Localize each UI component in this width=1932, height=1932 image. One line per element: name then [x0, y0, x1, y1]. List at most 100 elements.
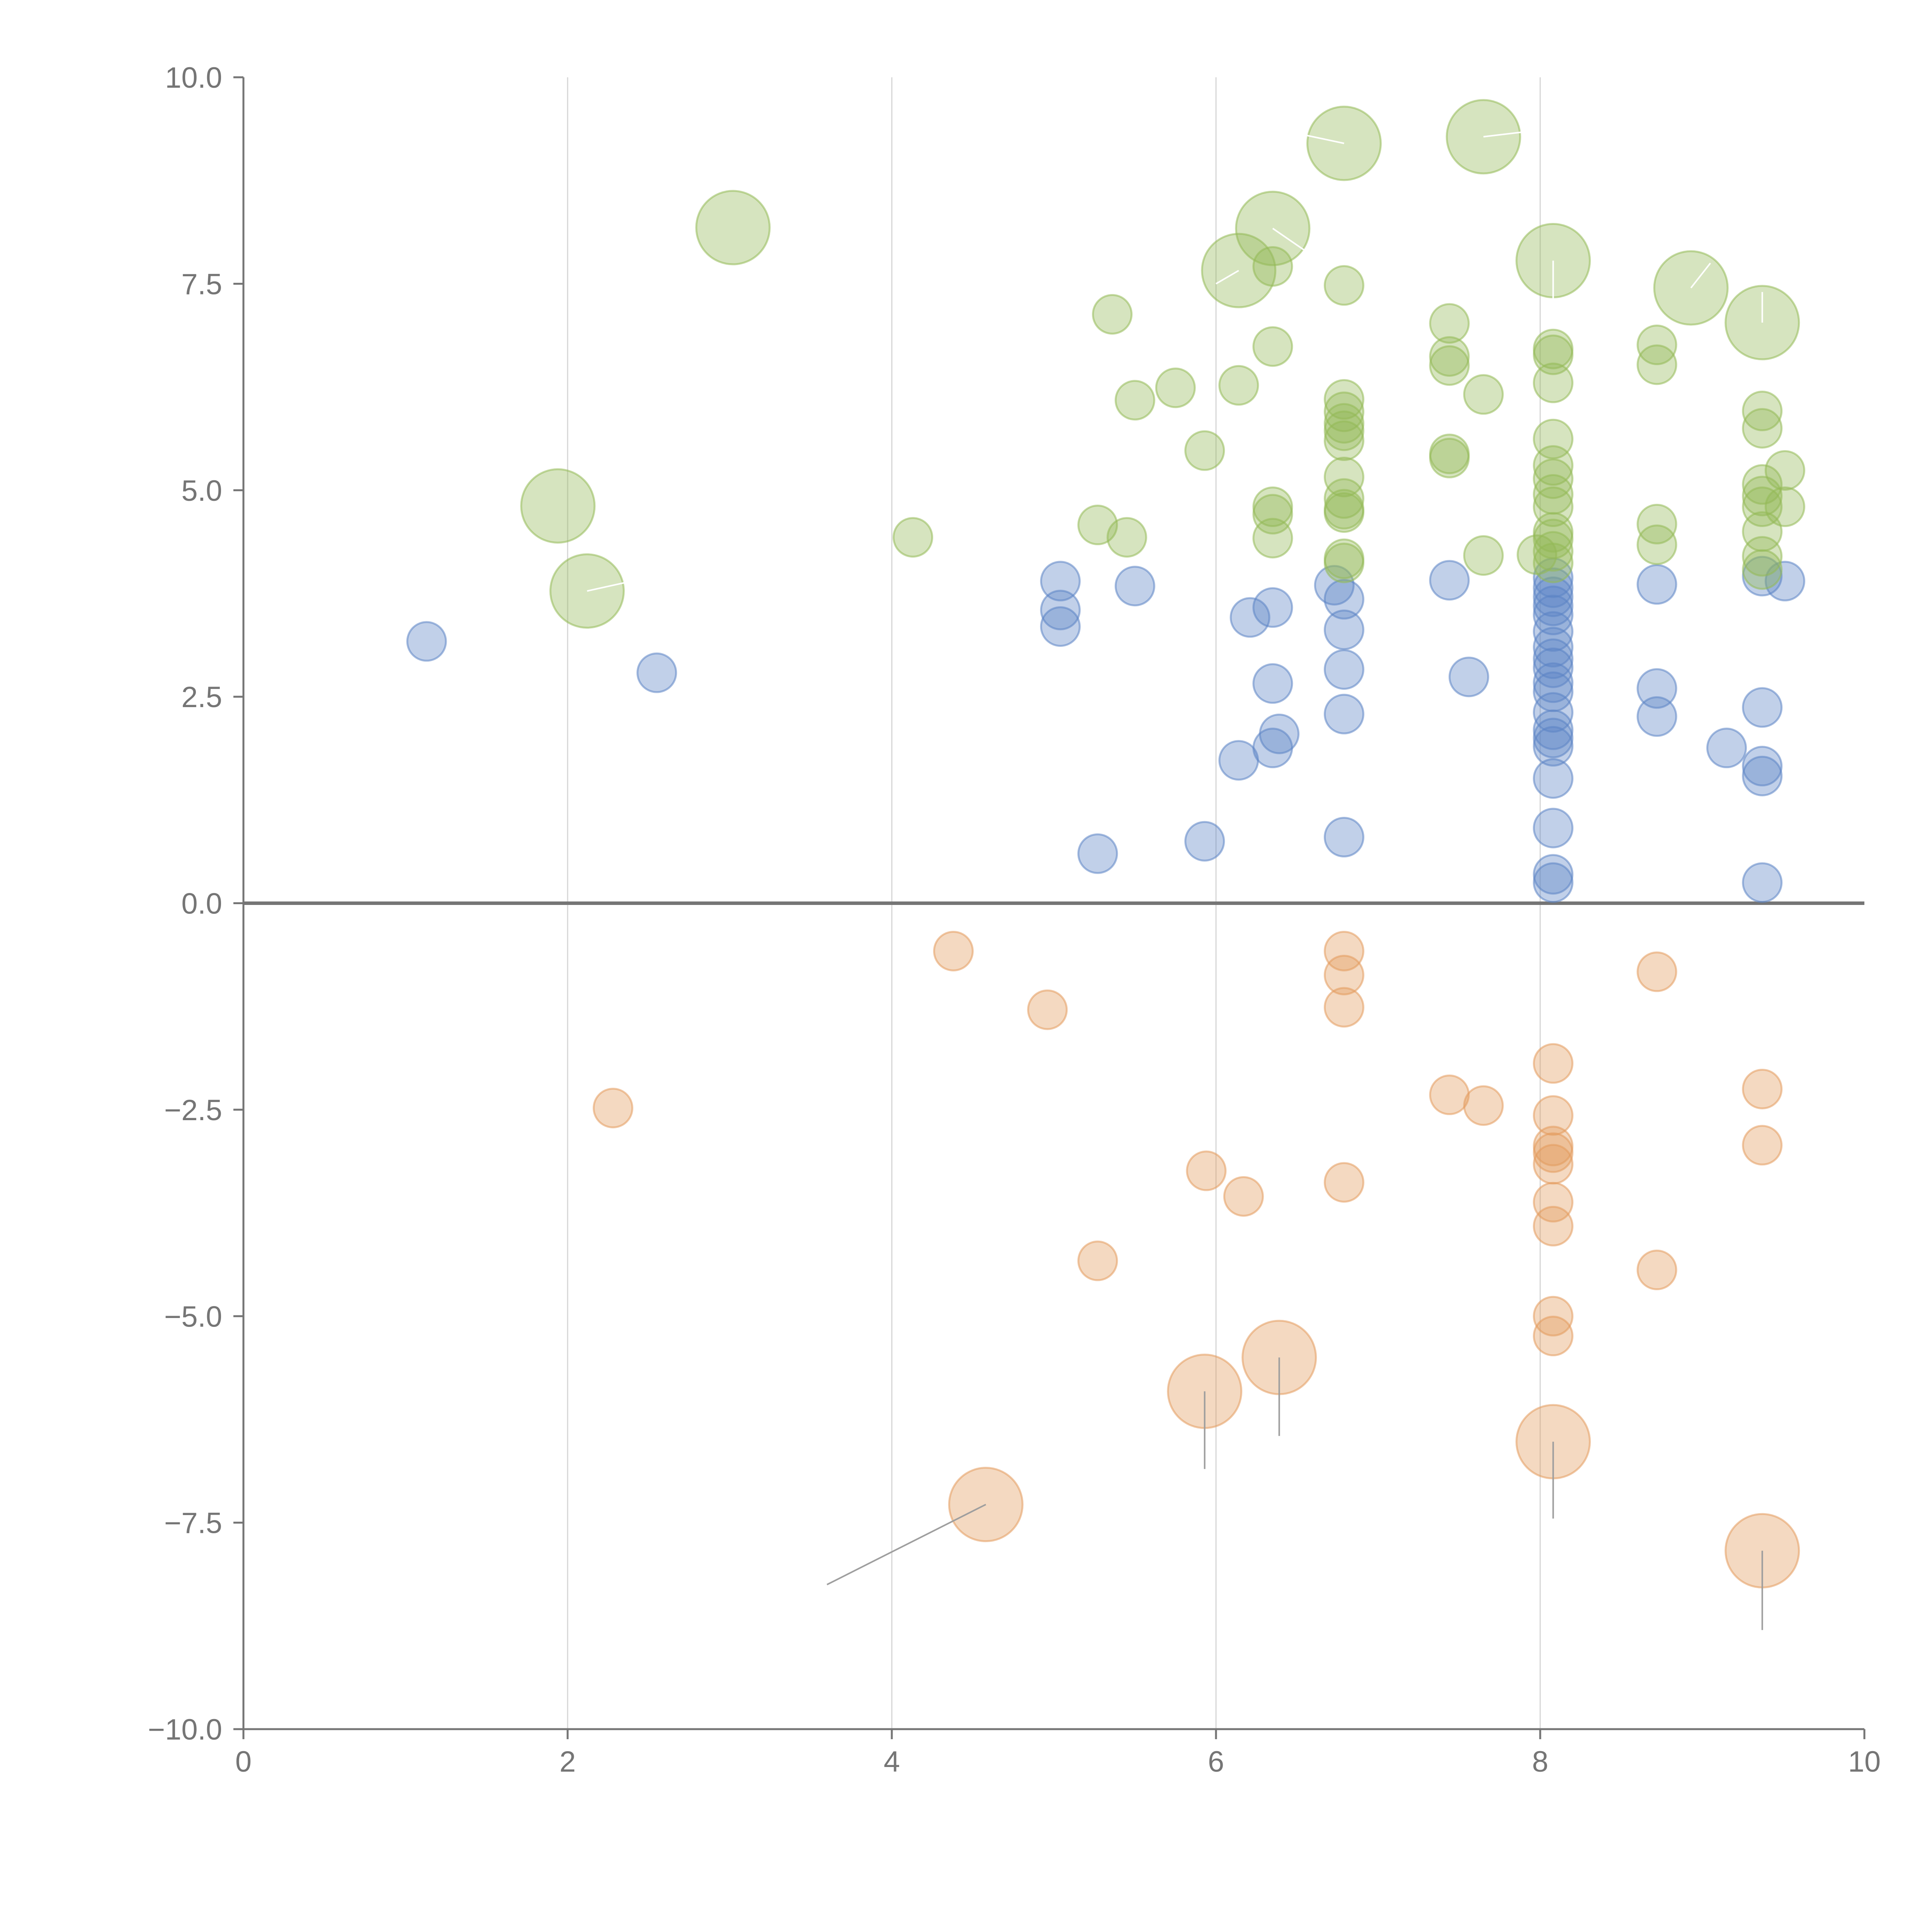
blue-data-point [1230, 597, 1270, 638]
orange-data-point [1533, 1144, 1574, 1185]
orange-data-point [1533, 1182, 1574, 1223]
blue-data-point [1533, 627, 1574, 668]
green-data-point [893, 517, 934, 558]
orange-data-point [1533, 1206, 1574, 1247]
blue-data-point [1742, 687, 1783, 728]
blue-data-point [1706, 728, 1747, 769]
green-data-point [1533, 543, 1574, 583]
blue-data-point [1742, 755, 1783, 796]
annotation-leader-line [587, 582, 625, 592]
green-data-point [1636, 344, 1677, 385]
blue-data-point [1533, 709, 1574, 750]
green-data-point [1533, 519, 1574, 560]
green-data-point [1323, 478, 1364, 519]
y-tick-label: −7.5 [164, 1507, 222, 1540]
orange-data-point [1323, 1162, 1364, 1203]
green-data-point [1742, 536, 1783, 577]
green-data-point [1429, 336, 1470, 377]
blue-data-point [1636, 696, 1677, 737]
annotation-leader-line [827, 1503, 986, 1585]
green-data-point [1636, 503, 1677, 544]
green-data-point [1092, 294, 1133, 335]
orange-data-point [1429, 1074, 1470, 1115]
orange-data-point [1323, 987, 1364, 1028]
green-data-point [1742, 476, 1783, 517]
annotation-leader-line [1690, 262, 1711, 289]
green-data-point [1533, 445, 1574, 486]
green-data-point [1429, 437, 1470, 478]
y-tick-label: 7.5 [181, 268, 222, 301]
blue-data-point [1533, 854, 1574, 895]
green-data-point [1323, 420, 1364, 461]
x-tick-label: 2 [560, 1745, 576, 1778]
annotation-leader-line [1215, 270, 1239, 285]
blue-data-point [1323, 817, 1364, 857]
green-data-point [1323, 379, 1364, 420]
green-data-point [1155, 367, 1196, 408]
orange-data-point [1533, 1132, 1574, 1173]
blue-data-point [1636, 668, 1677, 709]
axes-layer: 10.0 7.5 5.0 2.5 0.0 −2.5 −5.0 −7.5 −10.0 0 2 4 6 8 10 [148, 61, 1881, 1778]
green-data-point [695, 190, 771, 265]
blue-data-point [406, 621, 447, 662]
green-data-point [1533, 531, 1574, 572]
green-data-point [1323, 543, 1364, 583]
blue-data-point [1533, 726, 1574, 767]
x-tick-label: 6 [1208, 1745, 1224, 1778]
green-data-point [1114, 380, 1155, 421]
blue-data-point [1259, 713, 1300, 754]
green-data-point [1636, 524, 1677, 565]
y-tick-label: −2.5 [164, 1094, 222, 1127]
green-data-point [1218, 365, 1259, 406]
blue-data-point [1636, 564, 1677, 605]
green-data-point [1184, 430, 1225, 471]
y-tick-label: −5.0 [164, 1300, 222, 1333]
blue-data-point [1218, 740, 1259, 781]
green-data-point [1323, 457, 1364, 498]
blue-data-point [1533, 576, 1574, 617]
blue-data-point [1533, 718, 1574, 759]
orange-data-point [1636, 951, 1677, 992]
x-tick-label: 10 [1848, 1745, 1881, 1778]
orange-data-point [1027, 989, 1068, 1030]
green-data-point [1252, 246, 1293, 287]
green-data-point [1252, 518, 1293, 559]
blue-data-point [1448, 656, 1489, 697]
blue-data-point [1252, 663, 1293, 704]
y-tick-label: 10.0 [165, 61, 222, 94]
green-data-point [1429, 345, 1470, 386]
green-data-point [1742, 391, 1783, 432]
blue-data-point [1040, 606, 1081, 647]
green-data-point [1742, 549, 1783, 590]
green-data-point [1106, 517, 1147, 558]
green-data-point [1323, 410, 1364, 451]
blue-data-point [1323, 609, 1364, 650]
annotation-leader-line [1305, 134, 1344, 144]
orange-data-point [1323, 930, 1364, 971]
orange-data-point [933, 930, 974, 971]
x-tick-label: 0 [235, 1745, 252, 1778]
blue-data-point [1323, 579, 1364, 620]
blue-data-point [1429, 560, 1470, 601]
green-data-point [1323, 265, 1364, 306]
green-data-point [1533, 362, 1574, 403]
annotation-leader-line [1272, 228, 1306, 252]
green-data-point [1463, 535, 1504, 576]
green-data-point [520, 468, 596, 544]
orange-data-point [1533, 1316, 1574, 1357]
blue-data-point [1533, 647, 1574, 688]
blue-data-point [1040, 590, 1081, 631]
blue-data-point [1742, 746, 1783, 787]
green-data-point [1463, 374, 1504, 415]
y-tick-label: 2.5 [181, 681, 222, 714]
blue-data-point [1533, 758, 1574, 799]
green-data-point [1742, 464, 1783, 505]
green-data-point [1742, 408, 1783, 449]
orange-data-point [592, 1088, 633, 1129]
blue-data-point [1533, 638, 1574, 679]
blue-data-point [1323, 649, 1364, 690]
green-data-point [1764, 486, 1805, 527]
orange-data-point [1533, 1043, 1574, 1084]
blue-data-point [1077, 833, 1118, 874]
